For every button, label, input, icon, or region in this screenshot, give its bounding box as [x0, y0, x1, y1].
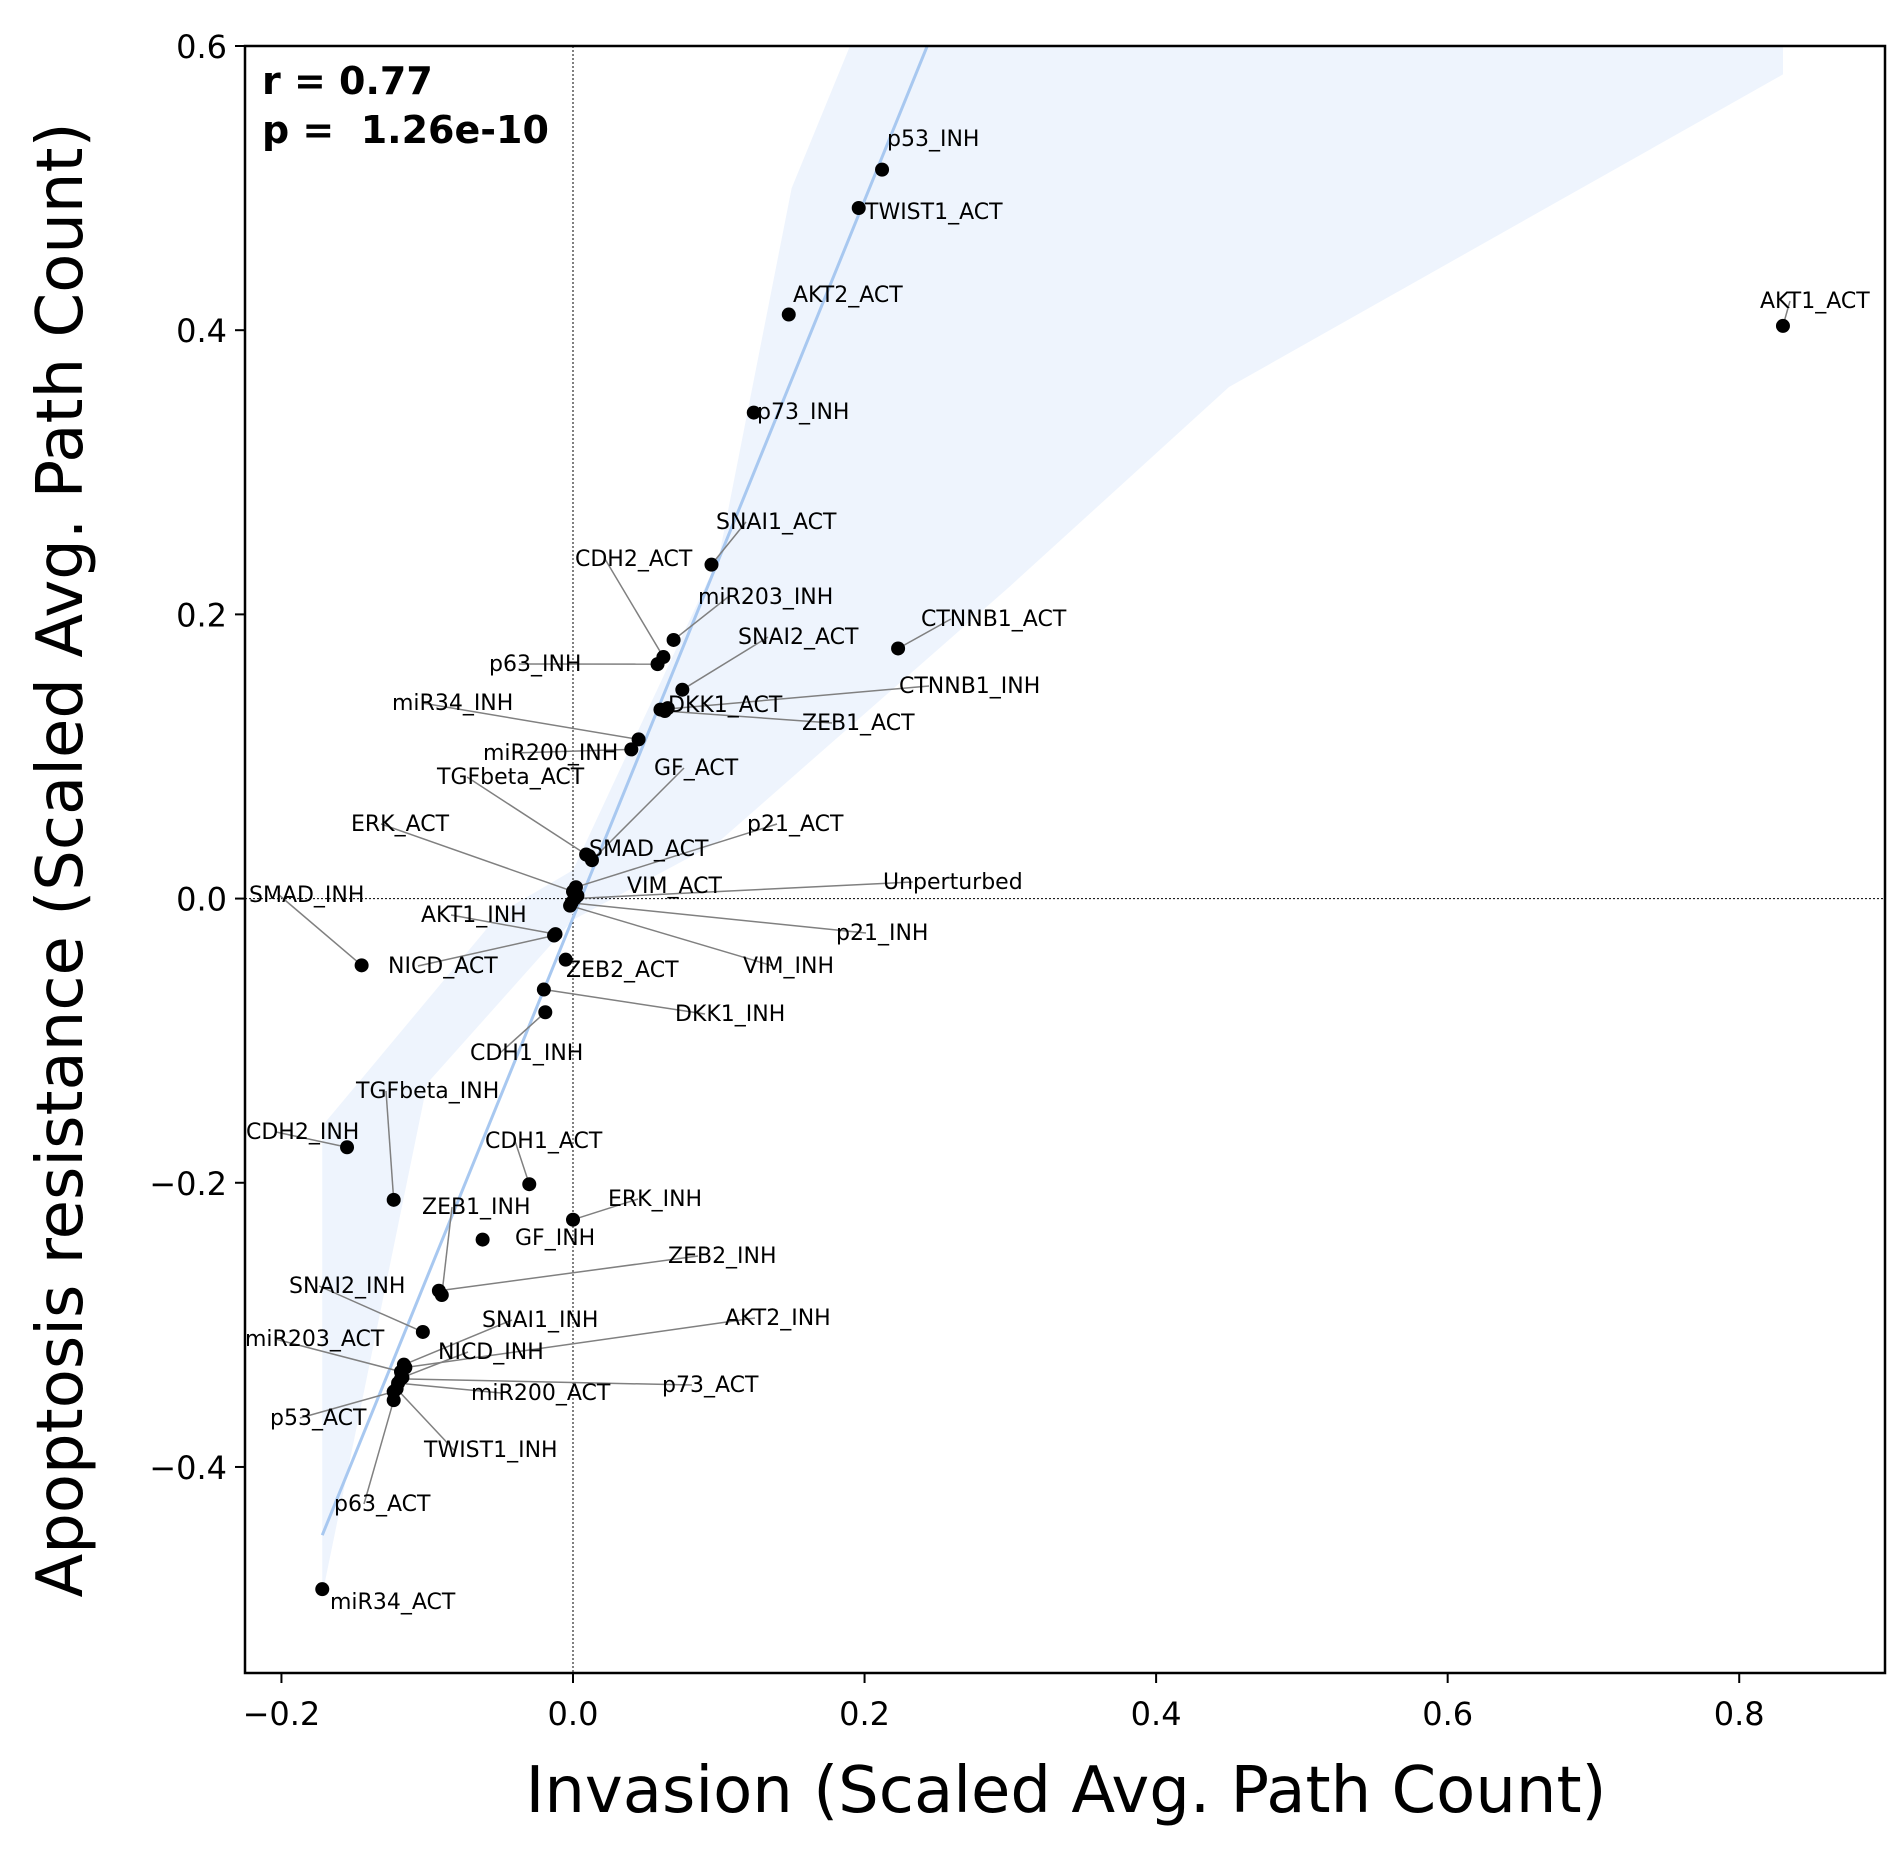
point-label-akt2-inh: AKT2_INH [725, 1306, 831, 1331]
x-tick-label: 0.4 [1131, 1695, 1182, 1733]
point-label-twist1-inh: TWIST1_INH [423, 1438, 558, 1463]
point-label-nicd-act: NICD_ACT [388, 954, 498, 979]
data-point-ctnnb1-act [891, 641, 905, 655]
data-point-erk-inh [566, 1213, 580, 1227]
point-label-gf-act: GF_ACT [654, 756, 739, 781]
data-point-akt2-act [782, 308, 796, 322]
data-point-mir203-inh [667, 633, 681, 647]
point-label-erk-act: ERK_ACT [351, 812, 450, 837]
point-label-p63-inh: p63_INH [489, 652, 581, 677]
point-label-snai2-inh: SNAI2_INH [289, 1274, 405, 1299]
point-label-smad-inh: SMAD_INH [249, 883, 364, 908]
point-label-tgfbeta-act: TGFbeta_ACT [436, 765, 585, 790]
data-point-vim-inh [563, 899, 577, 913]
data-point-nicd-act [547, 929, 561, 943]
x-tick-label: −0.2 [243, 1695, 321, 1733]
point-label-vim-inh: VIM_INH [743, 954, 834, 979]
y-axis-title: Apoptosis resistance (Scaled Avg. Path C… [24, 122, 98, 1597]
data-point-p53-inh [875, 163, 889, 177]
data-point-smad-inh [355, 958, 369, 972]
point-label-tgfbeta-inh: TGFbeta_INH [355, 1079, 499, 1104]
point-label-p63-act: p63_ACT [334, 1492, 431, 1517]
point-label-snai2-act: SNAI2_ACT [738, 625, 859, 650]
data-point-tgfbeta-inh [387, 1193, 401, 1207]
correlation-r-text: r = 0.77 [262, 59, 433, 103]
point-label-dkk1-inh: DKK1_INH [675, 1002, 785, 1027]
data-point-dkk1-inh [537, 983, 551, 997]
point-label-nicd-inh: NICD_INH [438, 1340, 544, 1365]
point-label-dkk1-act: DKK1_ACT [668, 693, 783, 718]
y-tick-label: 0.2 [176, 596, 227, 634]
point-label-zeb2-act: ZEB2_ACT [566, 958, 679, 983]
y-tick-label: 0.6 [176, 28, 227, 66]
point-label-zeb1-act: ZEB1_ACT [802, 711, 915, 736]
data-point-mir200-inh [624, 742, 638, 756]
point-label-mir200-inh: miR200_INH [483, 741, 618, 766]
point-label-mir203-inh: miR203_INH [698, 585, 833, 610]
point-label-mir203-act: miR203_ACT [245, 1327, 385, 1352]
point-label-akt1-act: AKT1_ACT [1760, 289, 1870, 314]
data-point-p63-inh [651, 657, 665, 671]
data-point-mir34-act [315, 1582, 329, 1596]
point-label-smad-act: SMAD_ACT [589, 837, 709, 862]
data-point-snai2-inh [416, 1325, 430, 1339]
point-label-zeb2-inh: ZEB2_INH [668, 1244, 777, 1269]
data-point-gf-inh [476, 1233, 490, 1247]
point-label-erk-inh: ERK_INH [608, 1187, 702, 1212]
point-label-p21-act: p21_ACT [747, 812, 844, 837]
point-label-vim-act: VIM_ACT [627, 874, 723, 899]
point-label-cdh1-act: CDH1_ACT [485, 1129, 603, 1154]
point-label-zeb1-inh: ZEB1_INH [422, 1195, 531, 1220]
point-label-p21-inh: p21_INH [836, 921, 928, 946]
point-label-p73-inh: p73_INH [757, 400, 849, 425]
point-label-ctnnb1-inh: CTNNB1_INH [899, 674, 1040, 699]
x-tick-label: 0.0 [548, 1695, 599, 1733]
y-tick-label: 0.4 [176, 312, 227, 350]
data-point-zeb2-inh [432, 1284, 446, 1298]
point-label-unperturbed: Unperturbed [883, 870, 1023, 895]
point-label-akt2-act: AKT2_ACT [793, 283, 903, 308]
y-tick-label: −0.2 [149, 1165, 227, 1203]
point-label-cdh2-inh: CDH2_INH [246, 1120, 359, 1145]
x-axis-title: Invasion (Scaled Avg. Path Count) [525, 1754, 1606, 1828]
point-label-p73-act: p73_ACT [662, 1373, 759, 1398]
point-label-mir34-inh: miR34_INH [392, 691, 513, 716]
data-point-p63-act [387, 1393, 401, 1407]
x-tick-label: 0.6 [1422, 1695, 1473, 1733]
x-tick-label: 0.2 [839, 1695, 890, 1733]
point-label-akt1-inh: AKT1_INH [421, 903, 527, 928]
data-point-twist1-act [852, 201, 866, 215]
point-label-p53-act: p53_ACT [270, 1406, 367, 1431]
point-label-cdh2-act: CDH2_ACT [575, 547, 693, 572]
y-tick-label: 0.0 [176, 881, 227, 919]
point-label-snai1-act: SNAI1_ACT [716, 510, 837, 535]
point-label-twist1-act: TWIST1_ACT [864, 200, 1003, 225]
data-point-akt1-act [1776, 319, 1790, 333]
correlation-p-text: p = 1.26e-10 [262, 108, 549, 152]
data-point-cdh1-inh [538, 1005, 552, 1019]
y-tick-label: −0.4 [149, 1449, 227, 1487]
data-point-snai1-act [704, 558, 718, 572]
point-label-gf-inh: GF_INH [515, 1226, 595, 1251]
x-tick-label: 0.8 [1714, 1695, 1765, 1733]
point-label-snai1-inh: SNAI1_INH [482, 1308, 598, 1333]
point-label-p53-inh: p53_INH [887, 127, 979, 152]
point-label-mir200-act: miR200_ACT [471, 1381, 611, 1406]
data-point-cdh1-act [522, 1177, 536, 1191]
point-label-mir34-act: miR34_ACT [330, 1590, 456, 1615]
point-label-ctnnb1-act: CTNNB1_ACT [921, 607, 1067, 632]
point-label-cdh1-inh: CDH1_INH [470, 1041, 583, 1066]
